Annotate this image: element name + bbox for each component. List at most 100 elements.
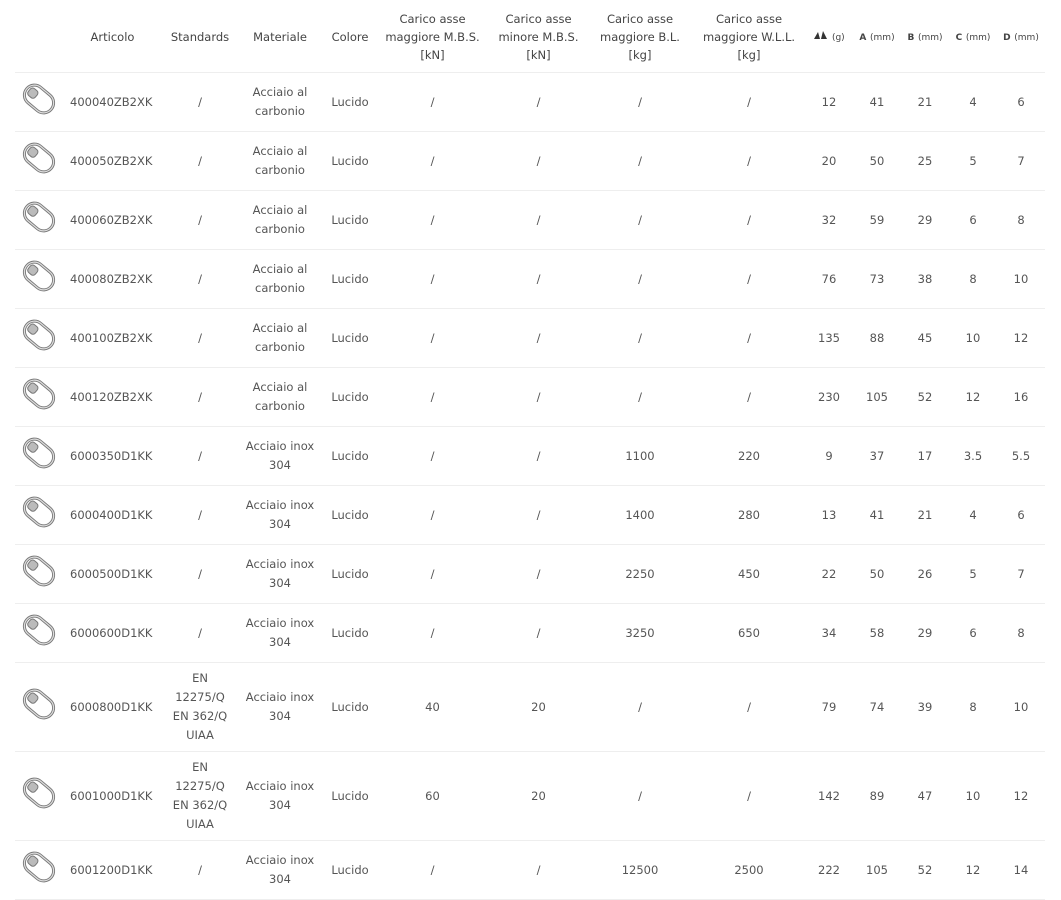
cell: / bbox=[375, 131, 490, 191]
cell: EN 12275/Q EN 362/Q UIAA bbox=[165, 751, 235, 841]
cell: / bbox=[490, 426, 587, 486]
cell: 52 bbox=[901, 840, 949, 900]
column-header: Carico asse minore M.B.S. [kN] bbox=[490, 2, 587, 73]
cell: / bbox=[587, 249, 693, 309]
cell: / bbox=[375, 544, 490, 604]
cell: 9 bbox=[805, 426, 853, 486]
column-header: C (mm) bbox=[949, 2, 997, 73]
product-image-cell bbox=[15, 308, 60, 368]
cell: 650 bbox=[693, 603, 805, 663]
table-row: 6000350D1KK / Acciaio inox 304 Lucido //1100… bbox=[15, 426, 1045, 486]
cell: / bbox=[587, 72, 693, 132]
article-code: 6001200D1KK bbox=[60, 840, 165, 900]
cell: / bbox=[490, 544, 587, 604]
column-header: A (mm) bbox=[853, 2, 901, 73]
cell: 5 bbox=[949, 131, 997, 191]
cell: / bbox=[165, 72, 235, 132]
column-header: Materiale bbox=[235, 2, 325, 73]
cell: 1400 bbox=[587, 485, 693, 545]
dimension-letter: C bbox=[955, 33, 963, 43]
unit: (mm) bbox=[917, 33, 943, 43]
cell: 1100 bbox=[587, 426, 693, 486]
column-header: (g) bbox=[805, 2, 853, 73]
cell: 79 bbox=[805, 662, 853, 752]
article-code: 6000800D1KK bbox=[60, 662, 165, 752]
cell: Lucido bbox=[325, 367, 375, 427]
cell: / bbox=[693, 751, 805, 841]
cell: / bbox=[693, 249, 805, 309]
unit: (mm) bbox=[870, 33, 895, 43]
cell: 222 bbox=[805, 840, 853, 900]
cell: / bbox=[165, 190, 235, 250]
table-row: 6000400D1KK / Acciaio inox 304 Lucido //1400… bbox=[15, 485, 1045, 545]
cell: 20 bbox=[490, 751, 587, 841]
unit: (mm) bbox=[1014, 33, 1039, 43]
quick-link-icon bbox=[22, 319, 56, 351]
cell: 8 bbox=[997, 190, 1045, 250]
article-code: 6001000D1KK bbox=[60, 751, 165, 841]
cell: 40 bbox=[375, 662, 490, 752]
table-body: 400040ZB2XK / Acciaio al carbonio Lucido / / /… bbox=[15, 72, 1045, 900]
column-header: Carico asse maggiore B.L. [kg] bbox=[587, 2, 693, 73]
cell: 6 bbox=[949, 603, 997, 663]
product-image-cell bbox=[15, 249, 60, 309]
product-table: Articolo Standards Materiale Colore Carico a… bbox=[15, 2, 1045, 900]
cell: / bbox=[165, 426, 235, 486]
cell: 20 bbox=[490, 662, 587, 752]
cell: 10 bbox=[949, 751, 997, 841]
cell: 13 bbox=[805, 485, 853, 545]
cell: 2250 bbox=[587, 544, 693, 604]
cell: Lucido bbox=[325, 308, 375, 368]
article-code: 6000600D1KK bbox=[60, 603, 165, 663]
cell: 21 bbox=[901, 485, 949, 545]
cell: 88 bbox=[853, 308, 901, 368]
column-header: Carico asse maggiore W.L.L. [kg] bbox=[693, 2, 805, 73]
cell: 5.5 bbox=[997, 426, 1045, 486]
cell: 41 bbox=[853, 72, 901, 132]
cell: / bbox=[165, 367, 235, 427]
quick-link-icon bbox=[22, 614, 56, 646]
cell: Lucido bbox=[325, 544, 375, 604]
product-image-cell bbox=[15, 840, 60, 900]
cell: 26 bbox=[901, 544, 949, 604]
cell: Lucido bbox=[325, 485, 375, 545]
article-code: 400100ZB2XK bbox=[60, 308, 165, 368]
cell: 34 bbox=[805, 603, 853, 663]
cell: / bbox=[693, 367, 805, 427]
column-header: Standards bbox=[165, 2, 235, 73]
cell: 135 bbox=[805, 308, 853, 368]
column-header: D (mm) bbox=[997, 2, 1045, 73]
cell: / bbox=[165, 603, 235, 663]
unit: (mm) bbox=[965, 33, 991, 43]
cell: 32 bbox=[805, 190, 853, 250]
cell: Acciaio inox 304 bbox=[235, 485, 325, 545]
quick-link-icon bbox=[22, 142, 56, 174]
cell: / bbox=[587, 367, 693, 427]
cell: / bbox=[587, 131, 693, 191]
table-row: 400050ZB2XK / Acciaio al carbonio Lucido / / /… bbox=[15, 131, 1045, 191]
dimension-letter: A bbox=[859, 33, 867, 43]
dimension-letter: B bbox=[907, 33, 915, 43]
table-row: 6000800D1KK EN 12275/Q EN 362/Q UIAA Accia… bbox=[15, 662, 1045, 752]
quick-link-icon bbox=[22, 83, 56, 115]
cell: 142 bbox=[805, 751, 853, 841]
cell: / bbox=[375, 840, 490, 900]
quick-link-icon bbox=[22, 201, 56, 233]
cell: / bbox=[165, 485, 235, 545]
article-code: 6000500D1KK bbox=[60, 544, 165, 604]
table-row: 400060ZB2XK / Acciaio al carbonio Lucido / / /… bbox=[15, 190, 1045, 250]
cell: 41 bbox=[853, 485, 901, 545]
product-image-cell bbox=[15, 603, 60, 663]
cell: 38 bbox=[901, 249, 949, 309]
cell: / bbox=[587, 662, 693, 752]
article-code: 6000350D1KK bbox=[60, 426, 165, 486]
cell: / bbox=[375, 485, 490, 545]
cell: Acciaio al carbonio bbox=[235, 367, 325, 427]
cell: 22 bbox=[805, 544, 853, 604]
cell: 12 bbox=[997, 751, 1045, 841]
cell: 6 bbox=[997, 72, 1045, 132]
header-row: Articolo Standards Materiale Colore Carico a… bbox=[15, 2, 1045, 73]
cell: Lucido bbox=[325, 190, 375, 250]
dimension-letter: D bbox=[1003, 33, 1011, 43]
cell: Lucido bbox=[325, 751, 375, 841]
